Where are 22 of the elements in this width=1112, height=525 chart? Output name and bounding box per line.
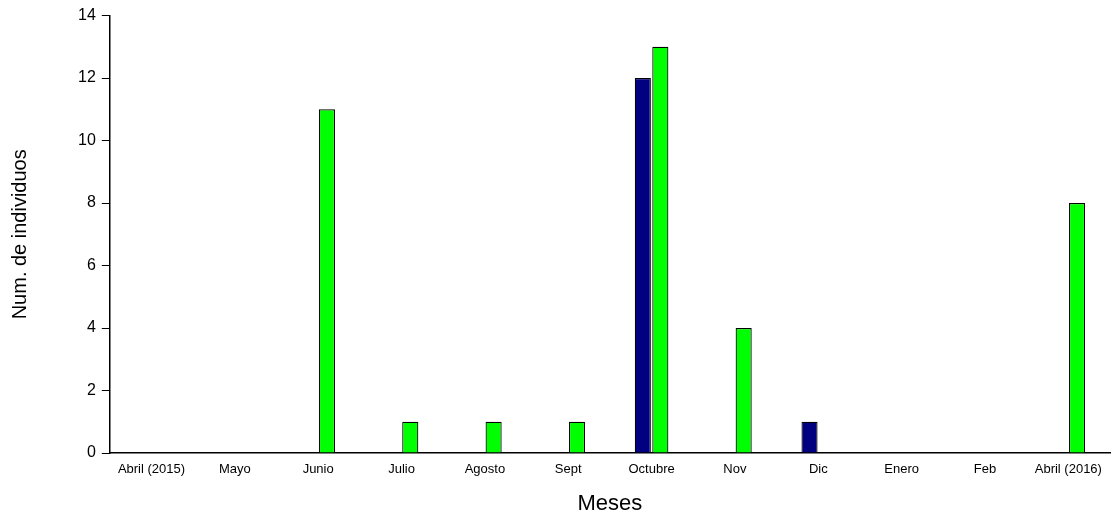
- x-tick-label: Julio: [388, 461, 415, 477]
- x-axis-title: Meses: [577, 489, 643, 515]
- y-tick-label: 8: [86, 193, 96, 211]
- x-tick-label: Agosto: [464, 461, 506, 477]
- x-tick-label: Enero: [884, 461, 919, 477]
- y-tick-label: 14: [78, 6, 96, 24]
- x-tick-label: Junio: [302, 461, 334, 477]
- y-tick-label: 4: [86, 318, 96, 336]
- x-tick-label: Mayo: [218, 461, 251, 477]
- x-tick-label: Feb: [973, 461, 997, 477]
- y-tick-label: 0: [86, 443, 96, 461]
- y-tick-label: 10: [78, 130, 96, 148]
- y-tick-label: 12: [78, 68, 96, 86]
- x-tick-label: Abril (2015): [117, 461, 186, 477]
- x-tick-label: Dic: [808, 461, 829, 477]
- y-axis-title: Num. de individuos: [7, 149, 30, 320]
- x-tick-label: Abril (2016): [1034, 461, 1102, 477]
- x-tick-label: Octubre: [628, 461, 675, 477]
- x-tick-label: Sept: [554, 461, 582, 477]
- x-tick-label: Nov: [723, 461, 747, 477]
- y-tick-label: 6: [86, 255, 96, 273]
- y-tick-label: 2: [86, 380, 96, 398]
